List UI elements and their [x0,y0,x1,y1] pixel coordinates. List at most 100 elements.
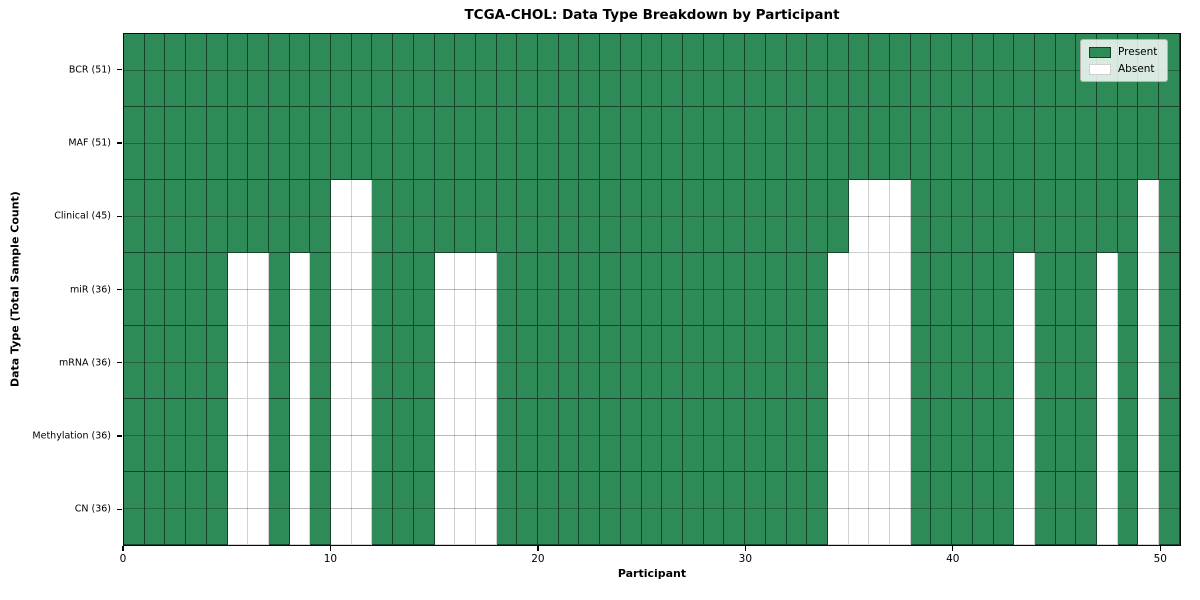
heatmap-cell [434,34,456,107]
heatmap-cell [745,472,766,545]
heatmap-cell [1014,472,1035,545]
heatmap-cell [1076,107,1098,180]
heatmap-cell [745,253,766,326]
heatmap-cell [351,472,373,545]
heatmap-cell [455,399,476,472]
heatmap-cell [972,107,994,180]
plot-area [123,33,1181,546]
heatmap-cell [475,253,497,326]
heatmap-cell [703,472,725,545]
heatmap-cell [538,107,559,180]
heatmap-cell [786,34,808,107]
heatmap-cell [1014,399,1035,472]
heatmap-cell [475,326,497,399]
heatmap-cell [455,34,476,107]
heatmap-row-MAF [124,107,1180,180]
heatmap-cell [1076,472,1098,545]
heatmap-cell [558,472,580,545]
heatmap-cell [393,253,414,326]
x-axis-label: Participant [617,567,687,580]
heatmap-cell [351,253,373,326]
heatmap-cell [827,472,849,545]
heatmap-cell [227,107,249,180]
heatmap-cell [807,326,828,399]
heatmap-cell [538,472,559,545]
heatmap-cell [579,399,601,472]
heatmap-cell [434,399,456,472]
heatmap-cell [931,180,953,253]
heatmap-cell [1117,472,1139,545]
heatmap-cell [972,34,994,107]
heatmap-cell [496,107,518,180]
heatmap-cell [434,253,456,326]
heatmap-cell [1159,472,1180,545]
heatmap-cell [600,107,621,180]
heatmap-cell [124,472,145,545]
heatmap-cell [331,34,352,107]
heatmap-cell [890,180,911,253]
heatmap-cell [186,253,207,326]
heatmap-cell [289,326,311,399]
heatmap-cell [993,107,1015,180]
heatmap-cell [413,180,435,253]
x-tick-label: 40 [946,553,960,565]
heatmap-cell [869,253,891,326]
heatmap-cell [289,34,311,107]
heatmap-cell [538,253,559,326]
heatmap-cell [517,253,539,326]
heatmap-cell [641,34,663,107]
heatmap-cell [227,472,249,545]
heatmap-cell [268,399,290,472]
heatmap-cell [558,180,580,253]
legend: Present Absent [1080,39,1169,82]
heatmap-cell [206,399,228,472]
heatmap-cell [455,253,476,326]
heatmap-cell [331,326,352,399]
heatmap-cell [910,180,932,253]
heatmap-row-Clinical [124,180,1180,253]
heatmap-cell [724,326,746,399]
heatmap-cell [620,107,642,180]
heatmap-cell [1138,472,1160,545]
heatmap-cell [1117,107,1139,180]
heatmap-cell [372,253,394,326]
heatmap-cell [558,253,580,326]
y-tick-label: Methylation (36) [32,430,111,442]
heatmap-cell [848,180,870,253]
heatmap-cell [165,399,187,472]
heatmap-cell [310,107,332,180]
heatmap-cell [827,34,849,107]
y-tick-mark [117,142,122,144]
heatmap-cell [351,34,373,107]
heatmap-cell [538,326,559,399]
heatmap-cell [745,326,766,399]
heatmap-cell [786,107,808,180]
heatmap-cell [890,472,911,545]
heatmap-cell [641,472,663,545]
heatmap-cell [496,399,518,472]
y-tick-label: miR (36) [69,284,111,295]
heatmap-cell [869,326,891,399]
heatmap-cell [931,472,953,545]
heatmap-cell [682,34,704,107]
heatmap-cell [600,472,621,545]
heatmap-cell [703,180,725,253]
heatmap-cell [1034,253,1056,326]
heatmap-cell [372,107,394,180]
heatmap-cell [186,180,207,253]
heatmap-cell [931,34,953,107]
heatmap-cell [1076,399,1098,472]
heatmap-cell [807,107,828,180]
heatmap-cell [393,107,414,180]
x-tick-mark [122,546,124,551]
heatmap-cell [1097,472,1118,545]
heatmap-cell [165,253,187,326]
heatmap-cell [910,34,932,107]
heatmap-cell [662,399,683,472]
heatmap-cell [517,472,539,545]
heatmap-cell [1055,34,1077,107]
y-tick-label: BCR (51) [68,64,111,76]
heatmap-cell [1055,180,1077,253]
heatmap-cell [331,472,352,545]
heatmap-cell [1159,326,1180,399]
